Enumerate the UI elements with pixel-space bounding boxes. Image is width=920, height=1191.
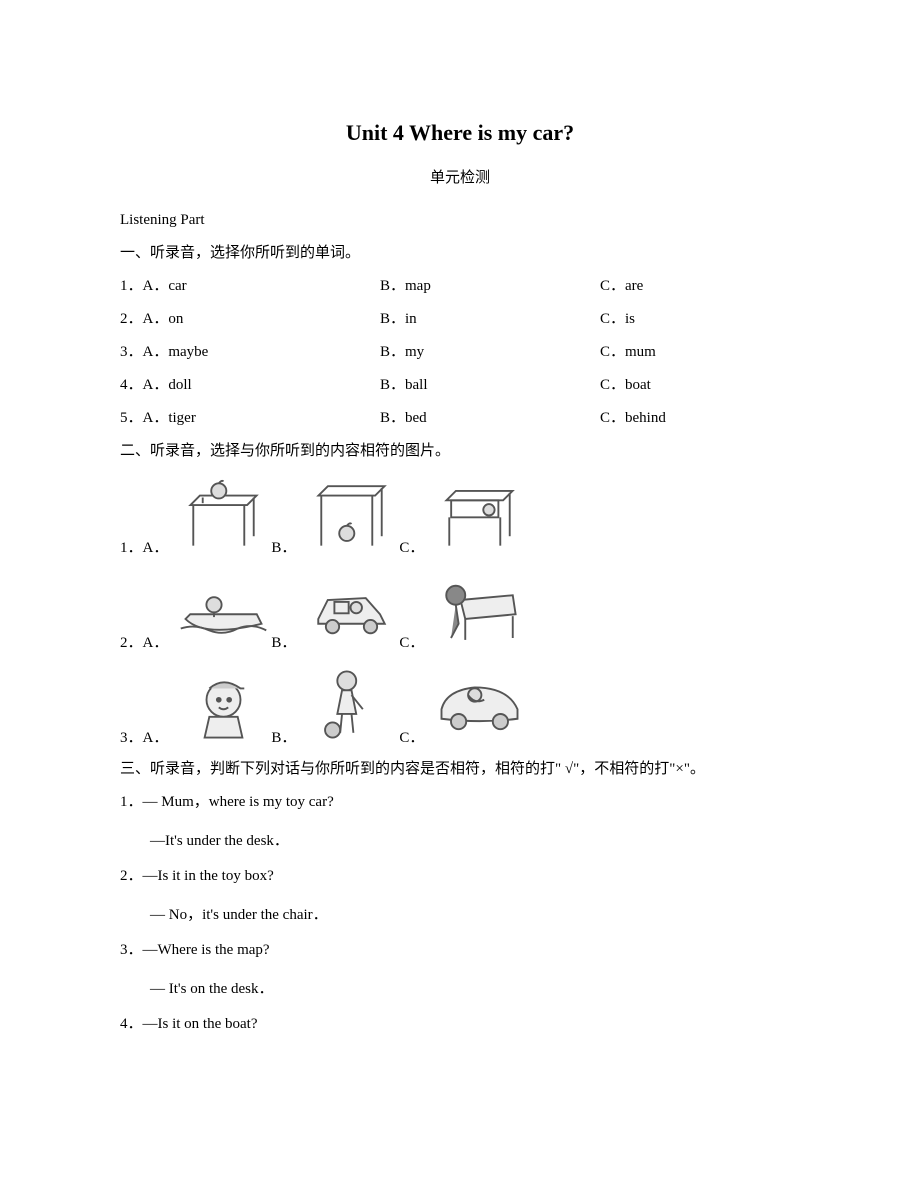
dialogue-item: 1．— Mum，where is my toy car? —It's under… [120, 790, 800, 850]
picture-row: 2．A． B． C [120, 567, 800, 652]
picture-row: 3．A． B． [120, 662, 800, 747]
child-cap-icon [176, 662, 271, 747]
option-a: car [168, 278, 186, 294]
opt-label: A． [143, 730, 169, 746]
option-a: tiger [168, 410, 196, 426]
option-a: doll [168, 377, 191, 393]
dialogue-item: 2．—Is it in the toy box? — No，it's under… [120, 864, 800, 924]
opt-label: B． [380, 278, 405, 294]
opt-label: C． [399, 536, 424, 557]
opt-label: C． [600, 377, 625, 393]
desk-apple-under-icon [304, 472, 399, 557]
question-row: 1．A．car B．map C．are [120, 274, 800, 295]
section1-instruction: 一、听录音，选择你所听到的单词。 [120, 241, 800, 262]
q-num: 4． [120, 1016, 143, 1032]
car-icon [304, 567, 399, 652]
q-num: 2． [120, 868, 143, 884]
option-b: ball [405, 377, 428, 393]
section2-instruction: 二、听录音，选择与你所听到的内容相符的图片。 [120, 439, 800, 460]
section3-instruction: 三、听录音，判断下列对话与你所听到的内容是否相符，相符的打" √"，不相符的打"… [120, 757, 800, 778]
opt-label: B． [271, 631, 296, 652]
question-row: 2．A．on B．in C．is [120, 307, 800, 328]
page-subtitle: 单元检测 [120, 166, 800, 187]
opt-label: B． [271, 726, 296, 747]
opt-label: B． [380, 344, 405, 360]
dialogue-q: —Where is the map? [143, 942, 270, 958]
chair-person-icon [432, 567, 527, 652]
dialogue-a: — No，it's under the chair． [150, 903, 800, 924]
opt-label: C． [600, 344, 625, 360]
option-b: map [405, 278, 431, 294]
option-c: are [625, 278, 643, 294]
q-num: 5．A． [120, 410, 168, 426]
option-b: my [405, 344, 424, 360]
option-c: behind [625, 410, 666, 426]
q-num: 3．A． [120, 344, 168, 360]
option-c: is [625, 311, 635, 327]
question-row: 3．A．maybe B．my C．mum [120, 340, 800, 361]
opt-label: A． [143, 635, 169, 651]
dialogue-q: —Is it in the toy box? [143, 868, 274, 884]
dialogue-a: — It's on the desk． [150, 977, 800, 998]
q-num: 3． [120, 942, 143, 958]
q-num: 2．A． [120, 311, 168, 327]
opt-label: C． [600, 278, 625, 294]
dialogue-item: 3．—Where is the map? — It's on the desk． [120, 938, 800, 998]
q-num: 4．A． [120, 377, 168, 393]
toy-car-child-icon [432, 662, 527, 747]
q-num: 1．A． [120, 278, 168, 294]
desk-apple-on-icon [176, 472, 271, 557]
boat-icon [176, 567, 271, 652]
option-a: on [168, 311, 183, 327]
dialogue-item: 4．—Is it on the boat? [120, 1012, 800, 1033]
q-num: 1． [120, 540, 143, 556]
dialogue-q: —Is it on the boat? [143, 1016, 258, 1032]
q-num: 3． [120, 730, 143, 746]
opt-label: B． [380, 377, 405, 393]
option-a: maybe [168, 344, 208, 360]
opt-label: B． [271, 536, 296, 557]
dialogue-q: — Mum，where is my toy car? [143, 794, 334, 810]
opt-label: C． [600, 311, 625, 327]
desk-apple-in-icon [432, 472, 527, 557]
opt-label: B． [380, 410, 405, 426]
opt-label: C． [399, 726, 424, 747]
option-c: mum [625, 344, 656, 360]
q-num: 2． [120, 635, 143, 651]
girl-ball-icon [304, 662, 399, 747]
listening-part-label: Listening Part [120, 212, 800, 229]
dialogue-a: —It's under the desk． [150, 829, 800, 850]
picture-row: 1．A． B． [120, 472, 800, 557]
opt-label: C． [399, 631, 424, 652]
q-num: 1． [120, 794, 143, 810]
opt-label: C． [600, 410, 625, 426]
option-c: boat [625, 377, 651, 393]
option-b: in [405, 311, 417, 327]
page-title: Unit 4 Where is my car? [120, 120, 800, 146]
option-b: bed [405, 410, 427, 426]
question-row: 5．A．tiger B．bed C．behind [120, 406, 800, 427]
opt-label: B． [380, 311, 405, 327]
opt-label: A． [143, 540, 169, 556]
question-row: 4．A．doll B．ball C．boat [120, 373, 800, 394]
